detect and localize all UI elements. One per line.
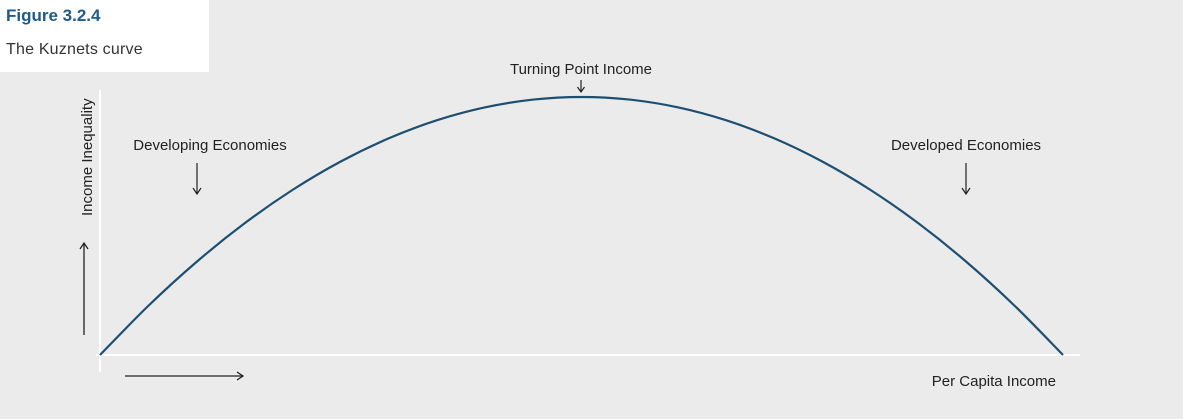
figure-label: Figure 3.2.4 xyxy=(6,6,101,25)
x-axis-label: Per Capita Income xyxy=(932,373,1056,390)
x-axis-arrow xyxy=(125,371,245,381)
developed-economies-label: Developed Economies xyxy=(891,137,1041,154)
figure-title: The Kuznets curve xyxy=(6,41,143,58)
turning-point-label: Turning Point Income xyxy=(510,61,652,78)
y-axis-label: Income Inequality xyxy=(79,98,96,216)
turning-point-arrow xyxy=(577,80,585,94)
figure-caption: Figure 3.2.4 The Kuznets curve xyxy=(0,0,209,72)
developed-economies-arrow xyxy=(961,163,971,196)
developing-economies-label: Developing Economies xyxy=(133,137,286,154)
kuznets-curve-line xyxy=(99,95,1064,356)
developing-economies-arrow xyxy=(192,163,202,196)
y-axis-arrow xyxy=(79,241,89,335)
